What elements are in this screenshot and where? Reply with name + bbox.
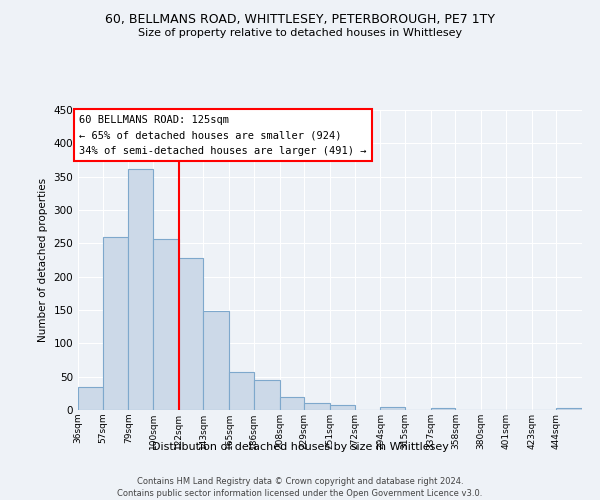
Bar: [254, 380, 280, 410]
Bar: [304, 402, 330, 410]
Bar: [330, 404, 355, 410]
Text: 60 BELLMANS ROAD: 125sqm
← 65% of detached houses are smaller (924)
34% of semi-: 60 BELLMANS ROAD: 125sqm ← 65% of detach…: [79, 114, 367, 156]
Text: Distribution of detached houses by size in Whittlesey: Distribution of detached houses by size …: [152, 442, 448, 452]
Text: Size of property relative to detached houses in Whittlesey: Size of property relative to detached ho…: [138, 28, 462, 38]
Text: 60, BELLMANS ROAD, WHITTLESEY, PETERBOROUGH, PE7 1TY: 60, BELLMANS ROAD, WHITTLESEY, PETERBORO…: [105, 12, 495, 26]
Text: Contains public sector information licensed under the Open Government Licence v3: Contains public sector information licen…: [118, 489, 482, 498]
Bar: [153, 238, 179, 410]
Bar: [103, 236, 128, 410]
Bar: [78, 386, 103, 410]
Text: Contains HM Land Registry data © Crown copyright and database right 2024.: Contains HM Land Registry data © Crown c…: [137, 478, 463, 486]
Bar: [128, 168, 153, 410]
Bar: [431, 408, 455, 410]
Bar: [179, 258, 203, 410]
Y-axis label: Number of detached properties: Number of detached properties: [38, 178, 48, 342]
Bar: [229, 372, 254, 410]
Bar: [556, 408, 582, 410]
Bar: [203, 310, 229, 410]
Bar: [380, 406, 405, 410]
Bar: [280, 396, 304, 410]
